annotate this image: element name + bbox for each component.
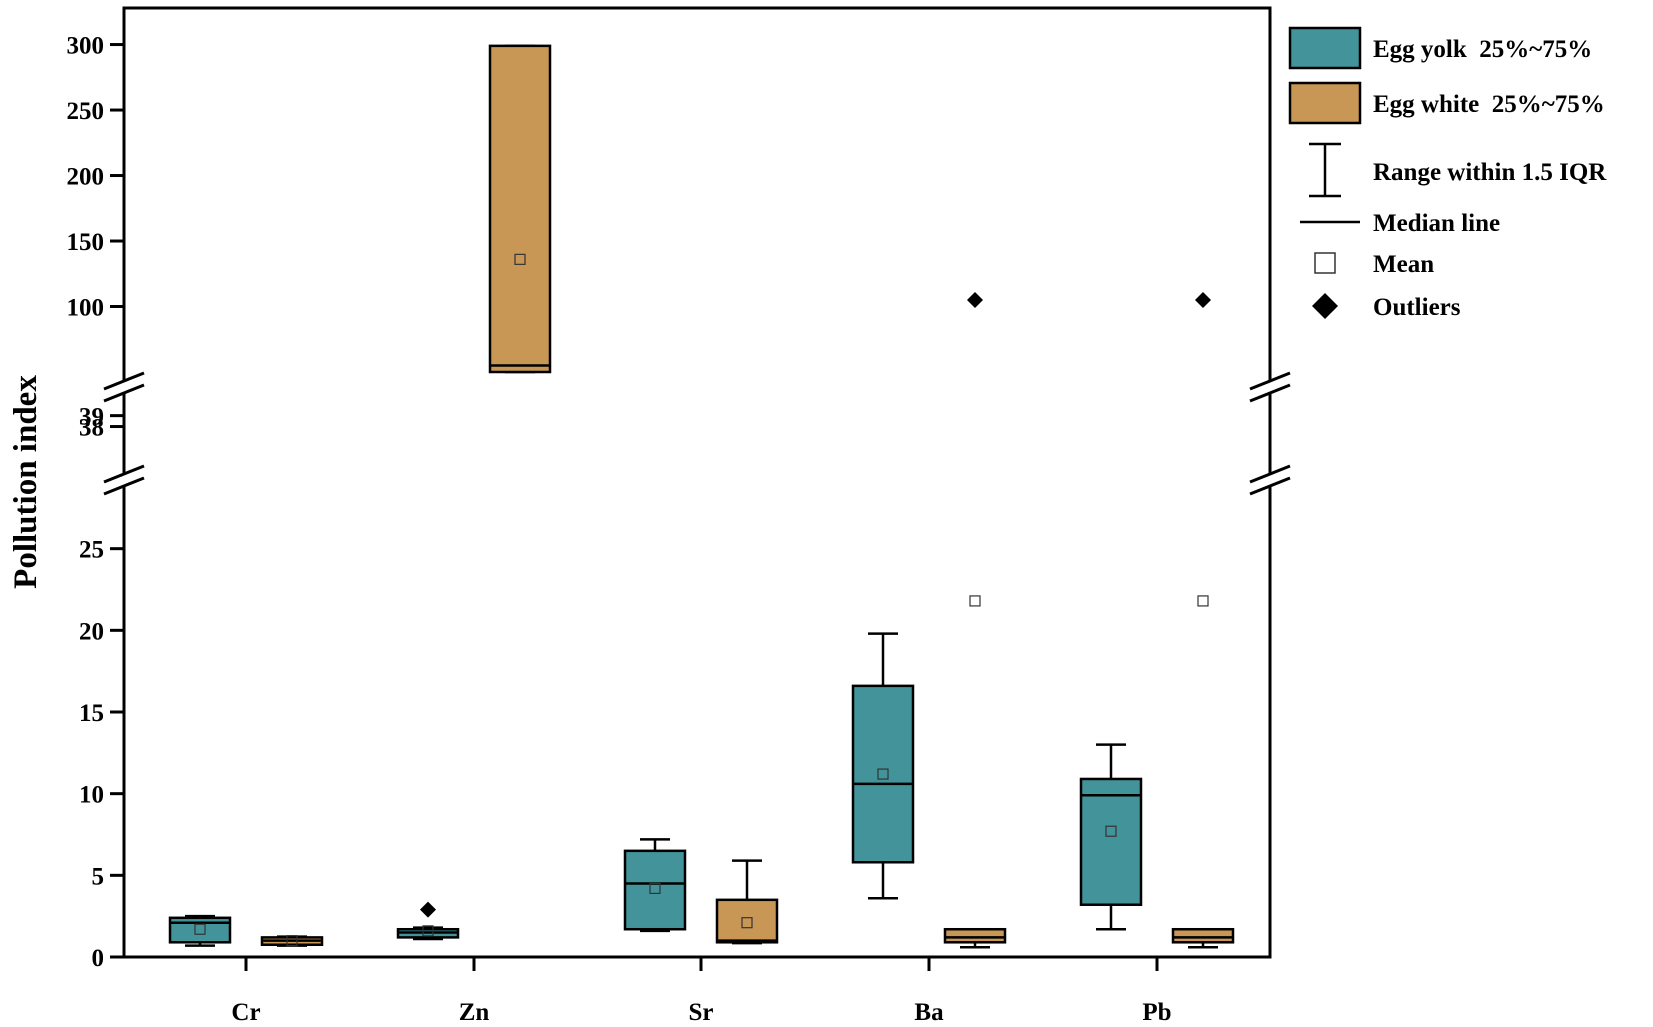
- box-plot-marks: [168, 44, 1235, 949]
- legend-item: Median line: [1300, 210, 1500, 237]
- legend-swatch: [1288, 81, 1362, 125]
- legend-item: Egg yolk 25%~75%: [1288, 26, 1592, 70]
- x-axis-categories: Cr Zn Sr Ba Pb: [231, 957, 1172, 1026]
- legend-label: Mean: [1373, 251, 1434, 278]
- axis-break-slash: [1249, 464, 1291, 484]
- box-egg-white-zn: [488, 44, 552, 374]
- box-egg-yolk-pb: [1079, 743, 1143, 931]
- legend-item: Mean: [1314, 251, 1434, 278]
- iqr-box: [851, 684, 915, 864]
- y-tick-label: 39: [79, 404, 104, 431]
- y-tick-label: 5: [92, 863, 105, 890]
- legend: Egg yolk 25%~75% Egg white 25%~75% Range w…: [1288, 26, 1607, 321]
- mean-marker: [422, 925, 434, 937]
- y-tick-label: 20: [79, 618, 104, 645]
- mean-marker: [969, 595, 981, 607]
- x-category-label: Sr: [689, 999, 714, 1026]
- box-egg-yolk-zn: [396, 901, 460, 941]
- box-egg-white-ba: [943, 291, 1007, 949]
- axis-break-slash: [1249, 383, 1291, 403]
- axis-break-marks: [103, 371, 1291, 496]
- y-axis-title: Pollution index: [8, 375, 44, 589]
- box-egg-white-cr: [260, 935, 324, 947]
- legend-outlier-symbol: [1312, 293, 1338, 319]
- axis-break-slash: [103, 476, 145, 496]
- y-tick-label: 25: [79, 537, 104, 564]
- y-tick-label: 15: [79, 700, 104, 727]
- legend-label: Egg yolk 25%~75%: [1373, 36, 1592, 63]
- mean-marker: [877, 768, 889, 780]
- x-category-label: Pb: [1142, 999, 1171, 1026]
- axis-break-slash: [103, 371, 145, 391]
- x-category-label: Zn: [459, 999, 490, 1026]
- x-category-label: Cr: [231, 999, 260, 1026]
- mean-marker: [649, 882, 661, 895]
- legend-label: Egg white 25%~75%: [1373, 91, 1605, 118]
- outlier-marker: [967, 291, 983, 308]
- iqr-box: [715, 898, 779, 944]
- y-tick-label: 150: [67, 229, 105, 256]
- axis-break-slash: [1249, 371, 1291, 391]
- y-tick-label: 300: [67, 33, 105, 60]
- mean-marker: [1197, 595, 1209, 607]
- y-tick-label: 38: [79, 415, 104, 442]
- mean-marker: [741, 917, 753, 929]
- y-tick-label: 0: [92, 945, 105, 972]
- legend-mean-symbol: [1314, 252, 1336, 274]
- legend-swatch: [1288, 26, 1362, 70]
- box-egg-white-sr: [715, 859, 779, 945]
- mean-marker: [514, 253, 526, 265]
- axis-break-slash: [103, 464, 145, 484]
- mean-marker: [286, 935, 298, 947]
- box-egg-yolk-sr: [623, 838, 687, 933]
- iqr-box: [1079, 777, 1143, 906]
- legend-item: Range within 1.5 IQR: [1309, 142, 1607, 198]
- legend-item: Outliers: [1312, 293, 1461, 321]
- outlier-marker: [1195, 291, 1211, 308]
- mean-marker: [194, 923, 206, 935]
- x-category-label: Ba: [914, 999, 944, 1026]
- iqr-box: [488, 44, 552, 374]
- y-tick-label: 10: [79, 782, 104, 809]
- legend-label: Range within 1.5 IQR: [1373, 159, 1607, 186]
- legend-label: Outliers: [1373, 294, 1461, 321]
- box-egg-yolk-cr: [168, 914, 232, 947]
- box-egg-yolk-ba: [851, 632, 915, 900]
- axis-break-slash: [103, 383, 145, 403]
- iqr-box: [1171, 927, 1235, 944]
- iqr-box: [943, 927, 1007, 944]
- iqr-box: [623, 849, 687, 931]
- axis-break-slash: [1249, 476, 1291, 496]
- y-tick-label: 100: [67, 295, 105, 322]
- y-tick-label: 250: [67, 98, 105, 125]
- mean-marker: [1105, 825, 1117, 837]
- outlier-marker: [420, 901, 436, 918]
- legend-item: Egg white 25%~75%: [1288, 81, 1605, 125]
- box-egg-white-pb: [1171, 291, 1235, 949]
- y-tick-label: 200: [67, 164, 105, 191]
- legend-label: Median line: [1373, 210, 1500, 237]
